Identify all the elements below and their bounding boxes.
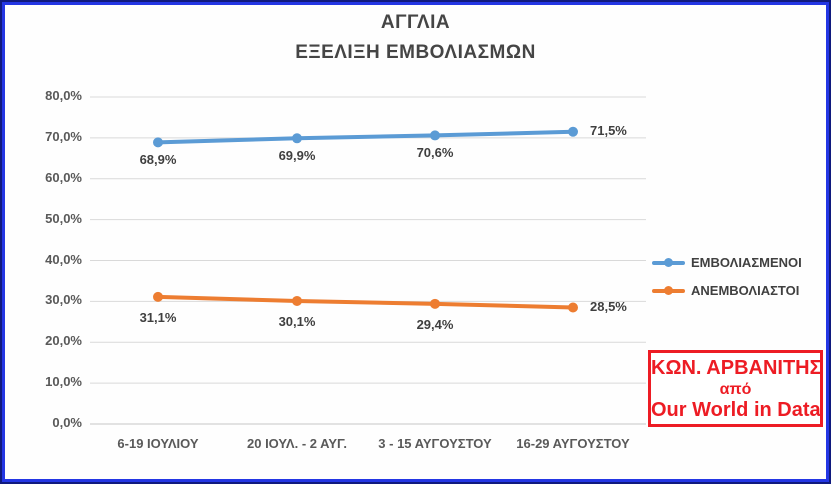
watermark-box: ΚΩΝ. ΑΡΒΑΝΙΤΗΣ από Our World in Data xyxy=(648,350,823,427)
legend-marker-icon xyxy=(664,286,673,295)
data-point xyxy=(292,133,302,144)
series-line-vaccinated xyxy=(156,129,575,145)
data-label: 31,1% xyxy=(139,309,177,325)
data-point xyxy=(153,137,163,148)
data-point xyxy=(430,298,440,309)
legend-marker-icon xyxy=(664,258,673,267)
watermark-from: από xyxy=(719,381,752,398)
y-axis-label: 20,0% xyxy=(45,333,82,349)
chart-subtitle: ΕΞΕΛΙΞΗ ΕΜΒΟΛΙΑΣΜΩΝ xyxy=(295,42,536,63)
legend-item-unvaccinated: ΑΝΕΜΒΟΛΙΑΣΤΟΙ xyxy=(652,283,802,298)
data-point xyxy=(430,130,440,141)
data-label: 69,9% xyxy=(278,148,316,164)
legend-line-sample-icon xyxy=(652,286,685,295)
series-line-unvaccinated xyxy=(156,294,575,310)
x-axis-label: 6-19 ΙΟΥΛΙΟΥ xyxy=(117,436,199,451)
y-axis-label: 80,0% xyxy=(45,88,82,103)
y-axis-label: 30,0% xyxy=(45,292,82,308)
watermark-author: ΚΩΝ. ΑΡΒΑΝΙΤΗΣ xyxy=(651,357,822,379)
legend: ΕΜΒΟΛΙΑΣΜΕΝΟΙ ΑΝΕΜΒΟΛΙΑΣΤΟΙ xyxy=(652,255,802,311)
x-axis-label: 3 - 15 ΑΥΓΟΥΣΤΟΥ xyxy=(378,436,492,451)
y-axis-label: 50,0% xyxy=(45,210,82,226)
y-axis-label: 40,0% xyxy=(45,251,82,267)
legend-item-vaccinated: ΕΜΒΟΛΙΑΣΜΕΝΟΙ xyxy=(652,255,802,270)
watermark-source: Our World in Data xyxy=(651,399,821,421)
data-label: 29,4% xyxy=(416,316,454,332)
x-axis-label: 20 ΙΟΥΛ. - 2 ΑΥΓ. xyxy=(247,436,347,451)
y-axis-label: 10,0% xyxy=(45,374,82,390)
data-label: 28,5% xyxy=(590,298,627,314)
data-point xyxy=(153,291,163,302)
y-axis-label: 60,0% xyxy=(45,169,82,185)
chart-title: ΑΓΓΛΙΑ xyxy=(380,12,451,33)
legend-label-unvaccinated: ΑΝΕΜΒΟΛΙΑΣΤΟΙ xyxy=(691,283,800,298)
data-label: 30,1% xyxy=(278,313,316,329)
y-axis-label: 70,0% xyxy=(45,128,82,144)
legend-line-sample-icon xyxy=(652,258,685,267)
data-label: 71,5% xyxy=(590,122,627,138)
data-point xyxy=(568,126,578,137)
y-axis-label: 0,0% xyxy=(52,415,82,430)
legend-label-vaccinated: ΕΜΒΟΛΙΑΣΜΕΝΟΙ xyxy=(691,255,802,270)
data-label: 68,9% xyxy=(139,152,177,168)
x-axis-label: 16-29 ΑΥΓΟΥΣΤΟΥ xyxy=(516,436,630,451)
data-label: 70,6% xyxy=(416,145,454,161)
data-point xyxy=(568,302,578,313)
data-point xyxy=(292,295,302,306)
